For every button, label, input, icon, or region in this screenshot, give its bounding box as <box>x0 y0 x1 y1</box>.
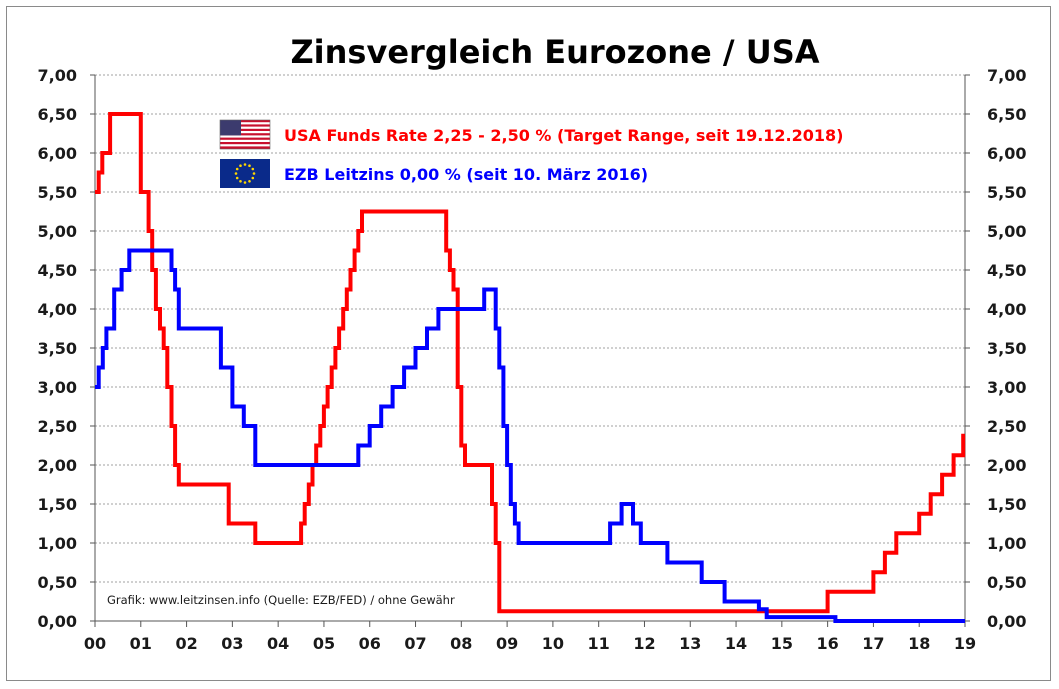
y-tick-label-right: 5,00 <box>987 222 1026 241</box>
y-tick-label-left: 4,00 <box>38 300 77 319</box>
x-tick-label: 01 <box>130 634 152 653</box>
y-tick-label-left: 1,50 <box>38 495 77 514</box>
x-axis: 00 01 02 03 04 05 06 07 08 09 10 11 12 13 14 15 16 17 18 19 <box>84 621 976 653</box>
y-tick-label-right: 6,00 <box>987 144 1026 163</box>
y-tick-label-right: 0,00 <box>987 612 1026 631</box>
eu-star <box>234 172 238 175</box>
gridlines <box>90 74 970 622</box>
y-tick-label-left: 0,00 <box>38 612 77 631</box>
y-tick-label-left: 5,50 <box>38 183 77 202</box>
chart-svg: Zinsvergleich Eurozone / USA 0,00 0,50 1,0… <box>7 7 1050 680</box>
chart-title: Zinsvergleich Eurozone / USA <box>290 33 819 71</box>
x-tick-label: 13 <box>679 634 701 653</box>
y-tick-label-right: 1,50 <box>987 495 1026 514</box>
x-tick-label: 14 <box>725 634 747 653</box>
x-tick-label: 07 <box>404 634 426 653</box>
chart-frame: Zinsvergleich Eurozone / USA 0,00 0,50 1,0… <box>6 6 1051 681</box>
y-tick-label-right: 1,00 <box>987 534 1026 553</box>
legend-label-usa: USA Funds Rate 2,25 - 2,50 % (Target Ran… <box>284 126 843 145</box>
legend-label-ezb: EZB Leitzins 0,00 % (seit 10. März 2016) <box>284 165 648 184</box>
eu-star <box>252 172 256 175</box>
y-tick-label-left: 0,50 <box>38 573 77 592</box>
y-tick-label-right: 5,50 <box>987 183 1026 202</box>
chart-background <box>7 7 1050 680</box>
x-tick-label: 12 <box>633 634 655 653</box>
x-tick-label: 18 <box>908 634 930 653</box>
y-tick-label-left: 1,00 <box>38 534 77 553</box>
y-tick-label-left: 4,50 <box>38 261 77 280</box>
x-tick-label: 15 <box>771 634 793 653</box>
eu-star <box>235 176 239 180</box>
series-lines <box>95 112 966 623</box>
y-tick-label-left: 5,00 <box>38 222 77 241</box>
y-tick-label-right: 0,50 <box>987 573 1026 592</box>
series-line-usa <box>95 112 966 614</box>
y-tick-label-right: 3,50 <box>987 339 1026 358</box>
eu-star <box>239 164 242 168</box>
x-tick-label: 03 <box>221 634 243 653</box>
x-tick-label: 10 <box>542 634 564 653</box>
usa-flag-icon <box>219 119 271 150</box>
x-tick-label: 17 <box>862 634 884 653</box>
x-tick-label: 19 <box>954 634 976 653</box>
y-tick-label-left: 3,50 <box>38 339 77 358</box>
y-tick-label-left: 6,50 <box>38 105 77 124</box>
y-tick-label-left: 2,50 <box>38 417 77 436</box>
y-tick-label-left: 7,00 <box>38 66 77 85</box>
eu-star <box>248 164 251 168</box>
eu-star <box>243 181 247 184</box>
x-tick-label: 00 <box>84 634 106 653</box>
eu-star <box>251 167 255 171</box>
y-axis-left: 0,00 0,50 1,00 1,50 2,00 2,50 3,00 3,50 4,00 4,50… <box>38 66 77 631</box>
x-tick-label: 11 <box>588 634 610 653</box>
eu-flag-icon <box>220 159 270 188</box>
y-tick-label-right: 2,00 <box>987 456 1026 475</box>
y-tick-label-right: 3,00 <box>987 378 1026 397</box>
y-tick-label-left: 3,00 <box>38 378 77 397</box>
y-tick-label-left: 6,00 <box>38 144 77 163</box>
y-tick-label-right: 4,50 <box>987 261 1026 280</box>
x-tick-label: 09 <box>496 634 518 653</box>
eu-star <box>248 179 251 183</box>
eu-star <box>239 179 242 183</box>
y-axis-right: 0,00 0,50 1,00 1,50 2,00 2,50 3,00 3,50 4,00 4,50… <box>987 66 1026 631</box>
eu-star <box>251 176 255 180</box>
source-note: Grafik: www.leitzinsen.info (Quelle: EZB… <box>107 593 455 607</box>
x-tick-label: 06 <box>359 634 381 653</box>
y-tick-label-right: 2,50 <box>987 417 1026 436</box>
eu-star <box>235 167 239 171</box>
legend: USA Funds Rate 2,25 - 2,50 % (Target Ran… <box>219 119 843 188</box>
y-tick-label-right: 7,00 <box>987 66 1026 85</box>
x-tick-label: 04 <box>267 634 289 653</box>
x-tick-label: 16 <box>816 634 838 653</box>
y-tick-label-right: 6,50 <box>987 105 1026 124</box>
y-tick-label-left: 2,00 <box>38 456 77 475</box>
eu-star <box>243 163 247 166</box>
x-tick-label: 05 <box>313 634 335 653</box>
x-tick-label: 08 <box>450 634 472 653</box>
y-tick-label-right: 4,00 <box>987 300 1026 319</box>
series-line-ezb <box>95 248 965 623</box>
x-tick-label: 02 <box>175 634 197 653</box>
